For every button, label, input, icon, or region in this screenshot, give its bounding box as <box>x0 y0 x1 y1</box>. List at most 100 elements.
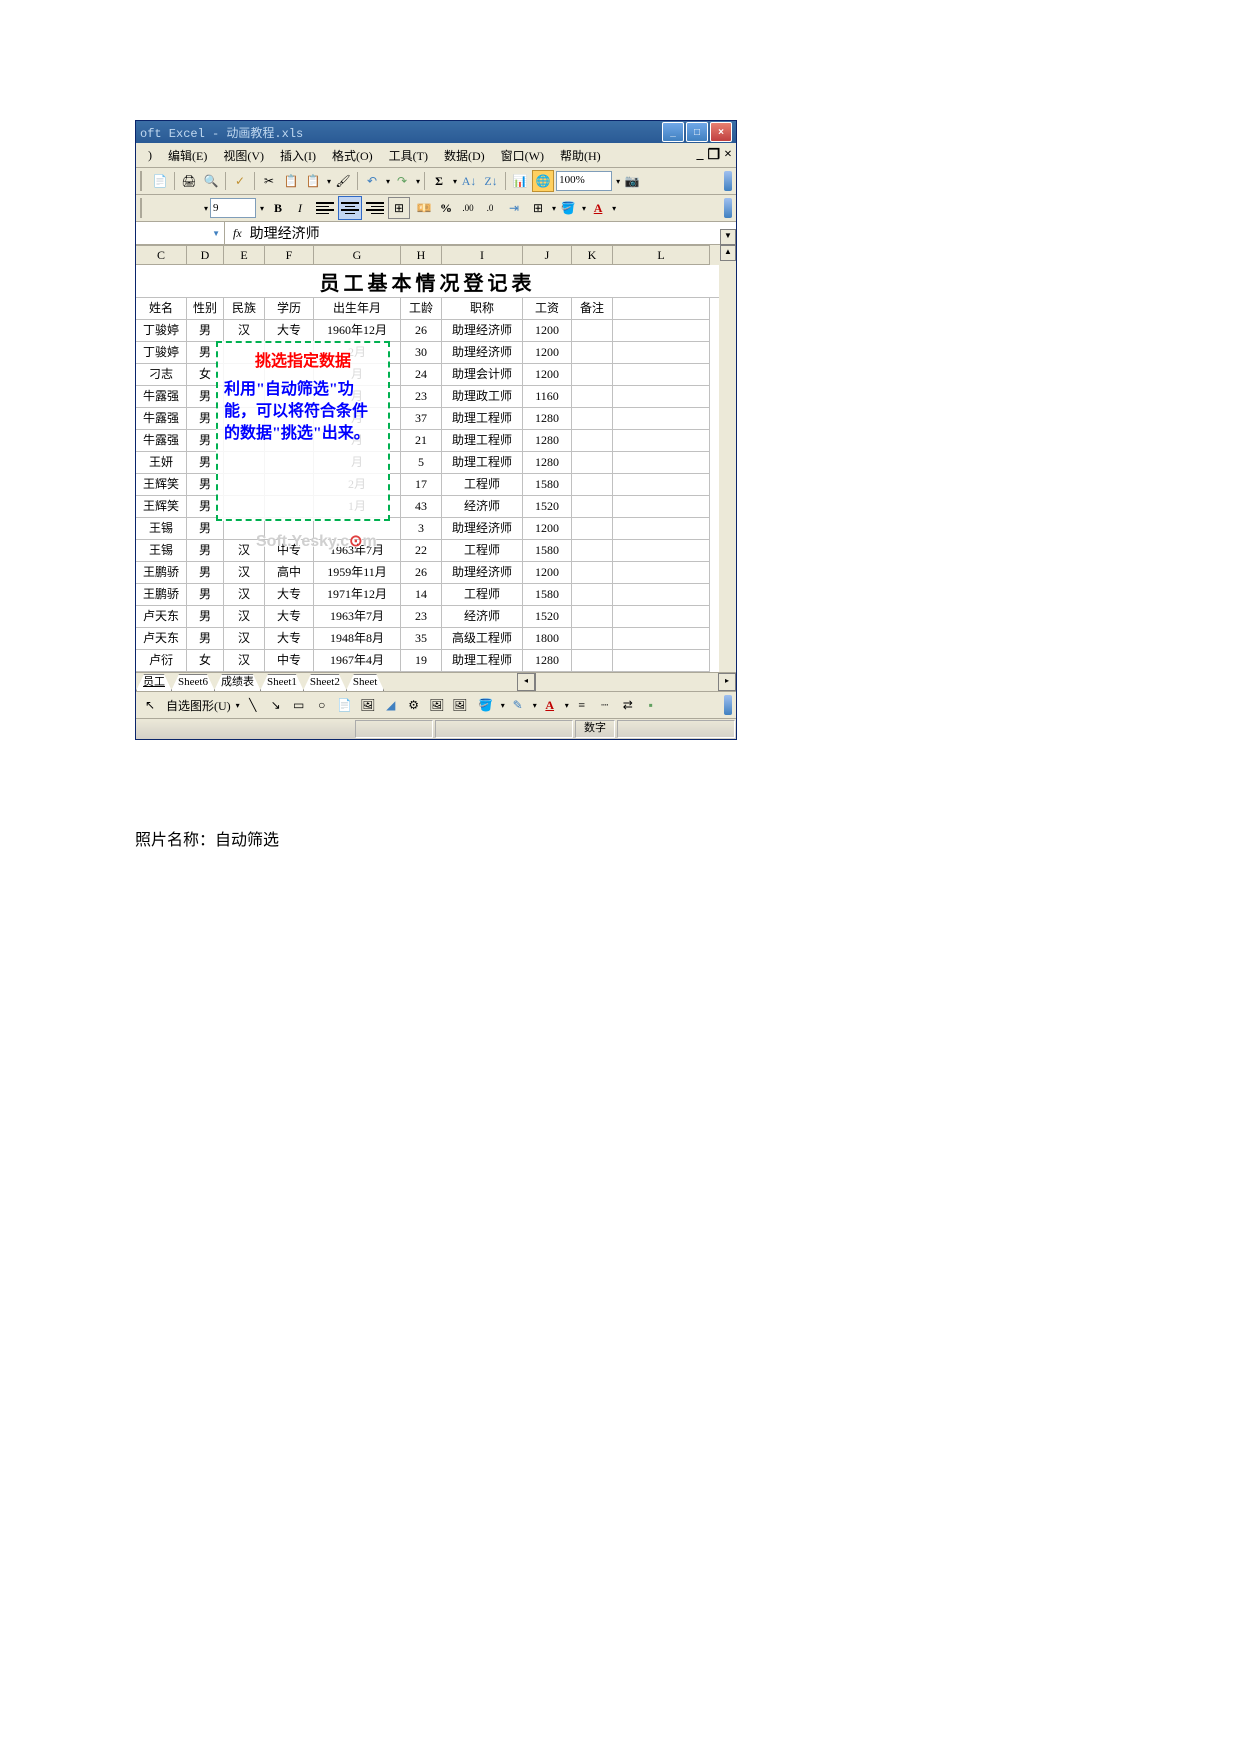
dash-style-icon[interactable]: ┈ <box>595 695 615 715</box>
copy-icon[interactable]: 📋 <box>281 171 301 191</box>
cell[interactable]: 26 <box>401 562 442 584</box>
col-header-F[interactable]: F <box>265 245 314 265</box>
header-cell[interactable]: 职称 <box>442 298 523 320</box>
cell[interactable]: 1580 <box>523 474 572 496</box>
cell[interactable]: 14 <box>401 584 442 606</box>
sheet-tab-Sheet2[interactable]: Sheet2 <box>303 674 347 691</box>
cell[interactable]: 卢天东 <box>136 628 187 650</box>
increase-decimal-icon[interactable]: .00 <box>458 198 478 218</box>
cell[interactable]: 男 <box>187 540 224 562</box>
cell[interactable]: 1971年12月 <box>314 584 401 606</box>
cell[interactable]: 23 <box>401 386 442 408</box>
cell[interactable]: 卢衍 <box>136 650 187 672</box>
cell[interactable]: 王鹏骄 <box>136 584 187 606</box>
cell[interactable]: 中专 <box>265 650 314 672</box>
cell[interactable]: 1963年7月 <box>314 606 401 628</box>
oval-icon[interactable]: ○ <box>312 695 332 715</box>
cell[interactable]: 王辉笑 <box>136 496 187 518</box>
formula-value[interactable]: 助理经济师 <box>250 223 320 243</box>
currency-icon[interactable]: 💴 <box>414 198 434 218</box>
doc-close-icon[interactable]: × <box>724 147 732 164</box>
menu-format[interactable]: 格式(O) <box>324 145 381 166</box>
drawing-toggle-icon[interactable]: 🌐 <box>532 170 554 192</box>
col-header-I[interactable]: I <box>442 245 523 265</box>
name-box[interactable]: ▼ <box>136 222 225 244</box>
cell[interactable]: 1280 <box>523 650 572 672</box>
cell[interactable]: 1200 <box>523 518 572 540</box>
col-header-D[interactable]: D <box>187 245 224 265</box>
cell[interactable]: 1520 <box>523 606 572 628</box>
cell[interactable]: 助理经济师 <box>442 562 523 584</box>
menu-view[interactable]: 视图(V) <box>215 145 272 166</box>
tab-scroll-icon[interactable]: ◂ <box>517 673 535 691</box>
scroll-up-icon[interactable]: ▲ <box>720 245 736 261</box>
font-size-combo[interactable]: 9 <box>210 198 256 218</box>
cell[interactable]: 30 <box>401 342 442 364</box>
cell[interactable] <box>572 386 613 408</box>
cell[interactable]: 1960年12月 <box>314 320 401 342</box>
fill-icon[interactable]: 🪣 <box>476 695 496 715</box>
cell[interactable]: 高级工程师 <box>442 628 523 650</box>
cell[interactable]: 22 <box>401 540 442 562</box>
cell[interactable]: 王妍 <box>136 452 187 474</box>
cell[interactable] <box>572 474 613 496</box>
cell[interactable]: 37 <box>401 408 442 430</box>
fill-color-icon[interactable]: 🪣 <box>558 198 578 218</box>
cell[interactable]: 23 <box>401 606 442 628</box>
cell[interactable]: 汉 <box>224 584 265 606</box>
header-cell[interactable]: 出生年月 <box>314 298 401 320</box>
cell[interactable]: 1967年4月 <box>314 650 401 672</box>
cell[interactable] <box>572 562 613 584</box>
sheet-tab-Sheet1[interactable]: Sheet1 <box>260 674 304 691</box>
sheet-tab-员工[interactable]: 员工 <box>136 674 172 691</box>
col-header-G[interactable]: G <box>314 245 401 265</box>
header-cell[interactable]: 工资 <box>523 298 572 320</box>
cell[interactable]: 助理经济师 <box>442 518 523 540</box>
sort-asc-icon[interactable]: A↓ <box>459 171 479 191</box>
col-header-K[interactable]: K <box>572 245 613 265</box>
close-button[interactable]: × <box>710 122 732 142</box>
cell[interactable]: 牛露强 <box>136 386 187 408</box>
decrease-decimal-icon[interactable]: .0 <box>480 198 500 218</box>
cell[interactable]: 汉 <box>224 628 265 650</box>
textbox-icon[interactable]: 📄 <box>335 695 355 715</box>
cell[interactable]: 助理工程师 <box>442 430 523 452</box>
menu-window[interactable]: 窗口(W) <box>493 145 552 166</box>
cell[interactable]: 1948年8月 <box>314 628 401 650</box>
cell[interactable]: 工程师 <box>442 540 523 562</box>
cell[interactable]: 助理工程师 <box>442 452 523 474</box>
undo-icon[interactable]: ↶ <box>362 171 382 191</box>
preview-icon[interactable]: 🔍 <box>201 171 221 191</box>
cell[interactable]: 1160 <box>523 386 572 408</box>
font-color2-icon[interactable]: A <box>540 695 560 715</box>
cell[interactable]: 大专 <box>265 320 314 342</box>
fx-icon[interactable]: fx <box>225 226 250 241</box>
line-icon[interactable]: ╲ <box>243 695 263 715</box>
header-cell[interactable]: 性别 <box>187 298 224 320</box>
zoom-combo[interactable]: 100% <box>556 171 612 191</box>
cell[interactable]: 1200 <box>523 364 572 386</box>
paste-icon[interactable]: 📋 <box>303 171 323 191</box>
sort-desc-icon[interactable]: Z↓ <box>481 171 501 191</box>
cell[interactable] <box>572 430 613 452</box>
menu-insert[interactable]: 插入(I) <box>272 145 324 166</box>
redo-icon[interactable]: ↷ <box>392 171 412 191</box>
cell[interactable]: 助理工程师 <box>442 650 523 672</box>
line-color-icon[interactable]: ✎ <box>508 695 528 715</box>
spelling-icon[interactable]: ✓ <box>230 171 250 191</box>
cell[interactable]: 43 <box>401 496 442 518</box>
cell[interactable]: 助理工程师 <box>442 408 523 430</box>
cell[interactable]: 刁志 <box>136 364 187 386</box>
cell[interactable]: 助理会计师 <box>442 364 523 386</box>
doc-restore-icon[interactable]: ❐ <box>707 147 720 164</box>
arrow-style-icon[interactable]: ⇄ <box>618 695 638 715</box>
col-header-E[interactable]: E <box>224 245 265 265</box>
chart-icon[interactable]: 📊 <box>510 171 530 191</box>
cell[interactable]: 男 <box>187 628 224 650</box>
scroll-down-icon[interactable]: ▼ <box>720 229 736 245</box>
cell[interactable]: 大专 <box>265 628 314 650</box>
cell[interactable]: 王锡 <box>136 540 187 562</box>
cell[interactable]: 19 <box>401 650 442 672</box>
cell[interactable]: 女 <box>187 650 224 672</box>
cell[interactable]: 汉 <box>224 606 265 628</box>
